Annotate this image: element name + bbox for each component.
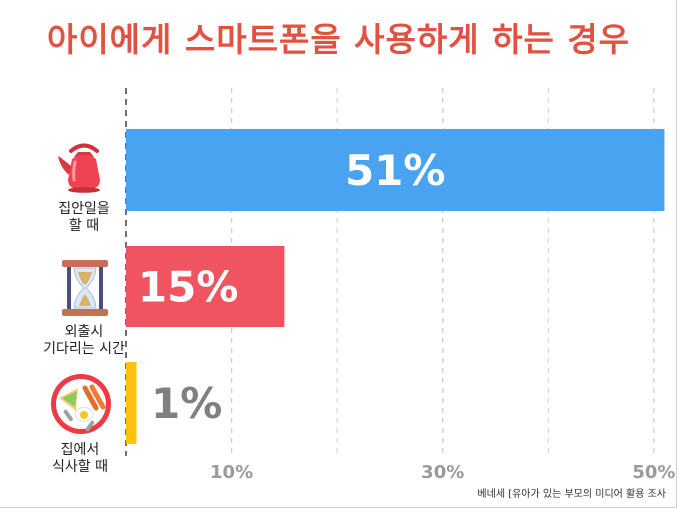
category-label-1-line-2: 할 때: [68, 218, 100, 234]
category-label-2-line-2: 기다리는 시간: [43, 341, 125, 357]
category-label-3-line-1: 집에서: [60, 442, 100, 458]
bar-value-label-1: 51%: [345, 146, 446, 195]
x-tick-label-3: 50%: [632, 462, 675, 483]
chart-title: 아이에게 스마트폰을 사용하게 하는 경우: [46, 20, 631, 59]
source-note: 베네세 [유아가 있는 부모의 미디어 활용 조사: [477, 489, 666, 500]
bar-value-label-2: 15%: [138, 263, 239, 312]
x-tick-label-2: 30%: [421, 462, 464, 483]
category-label-3: 집에서 식사할 때: [20, 442, 140, 476]
category-label-2: 외출시 기다리는 시간: [18, 324, 150, 358]
category-label-1-line-1: 집안일을: [58, 201, 110, 217]
bar-1: [126, 129, 665, 211]
category-label-3-line-2: 식사할 때: [52, 459, 108, 475]
hourglass-icon: [57, 256, 113, 320]
bar-2: [126, 246, 285, 327]
bar-3: [126, 362, 137, 444]
bar-value-label-3: 1%: [151, 379, 222, 428]
meal-plate-icon: [47, 370, 115, 438]
category-label-2-line-1: 외출시: [64, 324, 104, 340]
kettle-icon: [55, 137, 113, 195]
category-label-1: 집안일을 할 때: [28, 201, 140, 235]
x-tick-label-1: 10%: [210, 462, 253, 483]
